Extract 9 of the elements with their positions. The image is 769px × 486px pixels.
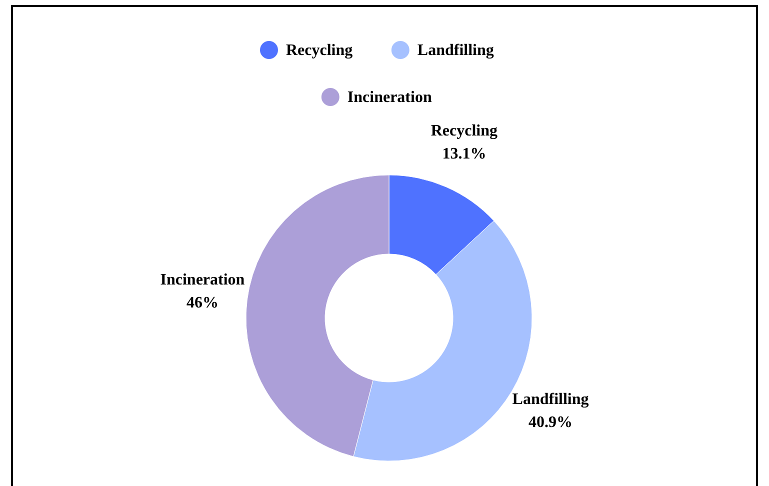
slice-label: Landfilling [512,391,589,408]
legend-label: Landfilling [417,42,494,59]
data-label: 40.9% [528,414,573,432]
slice-label: Incineration [160,271,245,288]
data-label: 13.1% [442,146,486,163]
legend-label: Recycling [286,42,353,59]
data-label: 46% [186,294,218,312]
legend-label: Incineration [347,89,432,106]
slice-label: Recycling [430,122,498,140]
